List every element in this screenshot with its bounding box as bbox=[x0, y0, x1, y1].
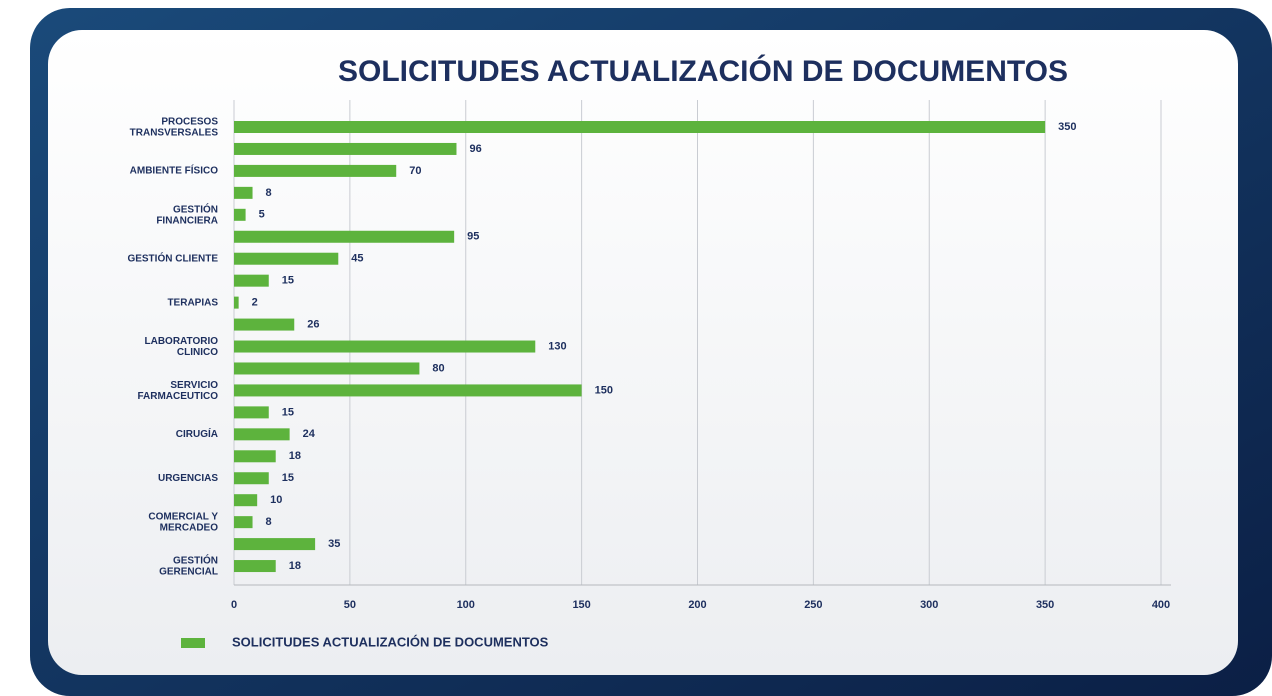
value-label: 15 bbox=[282, 406, 294, 418]
value-label: 95 bbox=[467, 231, 479, 243]
value-label: 15 bbox=[282, 472, 294, 484]
y-tick-label: CIRUGÍA bbox=[176, 427, 218, 440]
y-tick-label: TERAPIAS bbox=[167, 297, 218, 308]
bar bbox=[234, 472, 269, 484]
x-tick-label: 50 bbox=[344, 599, 356, 611]
chart-title: SOLICITUDES ACTUALIZACIÓN DE DOCUMENTOS bbox=[338, 54, 1068, 88]
value-label: 150 bbox=[595, 384, 613, 396]
bar bbox=[234, 384, 582, 396]
value-label: 45 bbox=[351, 253, 363, 265]
bar bbox=[234, 231, 454, 243]
y-tick-label: URGENCIAS bbox=[158, 473, 218, 484]
value-label: 10 bbox=[270, 494, 282, 506]
bar bbox=[234, 450, 276, 462]
bar bbox=[234, 494, 257, 506]
x-tick-label: 100 bbox=[457, 599, 475, 611]
value-label: 35 bbox=[328, 538, 340, 550]
bar bbox=[234, 516, 253, 528]
value-label: 18 bbox=[289, 450, 301, 462]
value-label: 8 bbox=[266, 187, 272, 199]
value-label: 8 bbox=[266, 516, 272, 528]
x-tick-label: 150 bbox=[572, 599, 590, 611]
x-tick-label: 400 bbox=[1152, 599, 1170, 611]
value-label: 130 bbox=[548, 340, 566, 352]
value-label: 5 bbox=[259, 209, 265, 221]
bar bbox=[234, 165, 396, 177]
value-label: 80 bbox=[432, 362, 444, 374]
value-label: 350 bbox=[1058, 121, 1076, 133]
value-label: 96 bbox=[469, 143, 481, 155]
value-label: 2 bbox=[252, 297, 258, 309]
bar bbox=[234, 253, 338, 265]
x-tick-label: 300 bbox=[920, 599, 938, 611]
bar bbox=[234, 275, 269, 287]
bar bbox=[234, 297, 239, 309]
bar bbox=[234, 560, 276, 572]
bar bbox=[234, 187, 253, 199]
bar bbox=[234, 209, 246, 221]
y-tick-label: AMBIENTE FÍSICO bbox=[130, 164, 219, 177]
bar bbox=[234, 538, 315, 550]
value-label: 24 bbox=[303, 428, 316, 440]
bar bbox=[234, 341, 535, 353]
chart: SOLICITUDES ACTUALIZACIÓN DE DOCUMENTOS … bbox=[0, 0, 1272, 696]
x-tick-label: 200 bbox=[688, 599, 706, 611]
x-tick-label: 250 bbox=[804, 599, 822, 611]
value-label: 70 bbox=[409, 165, 421, 177]
bar bbox=[234, 428, 290, 440]
bar bbox=[234, 406, 269, 418]
value-label: 15 bbox=[282, 275, 294, 287]
legend-label: SOLICITUDES ACTUALIZACIÓN DE DOCUMENTOS bbox=[232, 634, 549, 649]
bar bbox=[234, 319, 294, 331]
bar bbox=[234, 121, 1045, 133]
legend-swatch bbox=[181, 638, 205, 648]
bar bbox=[234, 143, 456, 155]
bar bbox=[234, 362, 419, 374]
value-label: 18 bbox=[289, 560, 301, 572]
x-tick-label: 0 bbox=[231, 599, 237, 611]
x-tick-label: 350 bbox=[1036, 599, 1054, 611]
y-tick-label: GESTIÓN CLIENTE bbox=[127, 251, 218, 264]
value-label: 26 bbox=[307, 318, 319, 330]
